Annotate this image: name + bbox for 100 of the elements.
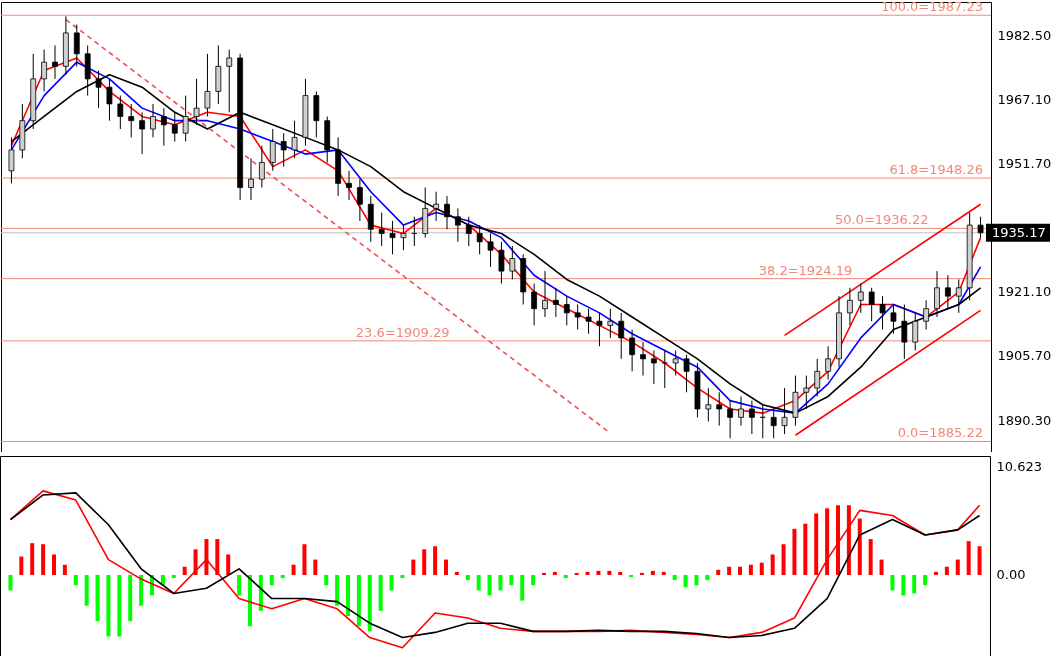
candlestick: [716, 391, 723, 427]
bar: [640, 572, 644, 575]
y-tick-label: 1951.70: [997, 156, 1052, 172]
candlestick: [150, 103, 156, 138]
bar: [607, 570, 612, 575]
bar: [139, 574, 144, 606]
candlestick: [825, 345, 832, 381]
bar: [781, 544, 786, 575]
candlestick: [748, 400, 755, 435]
bar: [487, 574, 492, 596]
bar: [792, 528, 797, 575]
candlestick: [661, 349, 668, 389]
bar: [19, 556, 24, 575]
candlestick: [465, 216, 472, 247]
candlestick: [356, 178, 363, 222]
y-tick-label: 1890.30: [997, 412, 1052, 428]
bar: [237, 574, 242, 596]
bar: [73, 574, 78, 586]
y-tick-label: 1921.10: [997, 284, 1052, 300]
bar: [890, 574, 895, 591]
candlestick: [868, 287, 875, 322]
bar: [84, 574, 89, 606]
bar: [291, 564, 296, 575]
candlestick: [977, 216, 984, 239]
candlestick: [182, 95, 189, 143]
candlestick: [346, 170, 352, 201]
bar: [182, 566, 187, 575]
candlestick: [727, 400, 734, 439]
bar: [814, 513, 819, 575]
bar: [378, 574, 383, 611]
bar: [552, 571, 557, 575]
candlestick: [258, 145, 265, 189]
bar: [498, 574, 503, 591]
bar: [389, 574, 394, 591]
bar: [846, 505, 851, 575]
bar: [476, 574, 481, 591]
candlestick: [542, 270, 548, 318]
candlestick: [944, 274, 951, 310]
candlestick: [596, 312, 603, 347]
bar: [955, 559, 960, 575]
bar: [879, 559, 884, 575]
candlestick: [683, 354, 690, 393]
candlestick: [193, 78, 200, 126]
bar: [41, 544, 46, 575]
bar: [280, 574, 285, 579]
bar: [204, 539, 209, 575]
candlestick: [291, 120, 298, 159]
ref-line-label: 23.6=1909.29: [355, 324, 450, 340]
bar: [661, 571, 666, 575]
bar: [433, 546, 438, 575]
candlestick: [139, 111, 146, 155]
candlestick: [269, 128, 276, 172]
bar: [30, 543, 35, 575]
bar: [912, 574, 917, 594]
candlestick: [531, 283, 538, 326]
ref-line-label: 0.0=1885.22: [897, 425, 983, 441]
candlestick: [846, 287, 853, 326]
bar: [650, 570, 655, 575]
bar: [465, 574, 470, 581]
candlestick: [204, 53, 211, 117]
candlestick: [607, 308, 614, 339]
candlestick: [563, 295, 570, 326]
bar: [977, 546, 982, 575]
bar: [335, 574, 340, 606]
candlestick: [171, 111, 178, 143]
candlestick: [923, 299, 930, 331]
candlestick: [106, 78, 113, 122]
ref-line-label: 38.2=1924.19: [758, 262, 853, 278]
bar: [324, 574, 329, 586]
candlestick: [498, 241, 505, 285]
bar: [683, 574, 688, 588]
candlestick: [433, 191, 440, 222]
bar: [356, 574, 361, 627]
bar: [160, 574, 165, 586]
bar: [117, 574, 122, 637]
bar: [95, 574, 100, 622]
candlestick: [955, 278, 962, 314]
bar: [825, 508, 830, 575]
candlestick: [901, 304, 908, 360]
bar: [248, 574, 252, 627]
candlestick: [487, 232, 494, 268]
bar: [585, 571, 590, 575]
bar: [770, 554, 775, 575]
candlestick: [400, 224, 407, 251]
candlestick: [618, 312, 625, 360]
bar: [803, 523, 808, 575]
candlestick: [378, 212, 385, 247]
bar: [302, 544, 307, 575]
bar: [269, 574, 274, 586]
candlestick: [73, 24, 80, 67]
bar: [52, 554, 56, 575]
bar: [8, 574, 13, 591]
candlestick: [574, 304, 581, 331]
bar: [759, 562, 764, 575]
bar: [367, 574, 372, 632]
bar: [694, 574, 699, 586]
bar: [226, 554, 231, 575]
candlestick: [585, 308, 592, 335]
bar: [346, 574, 350, 616]
bar: [563, 574, 568, 579]
